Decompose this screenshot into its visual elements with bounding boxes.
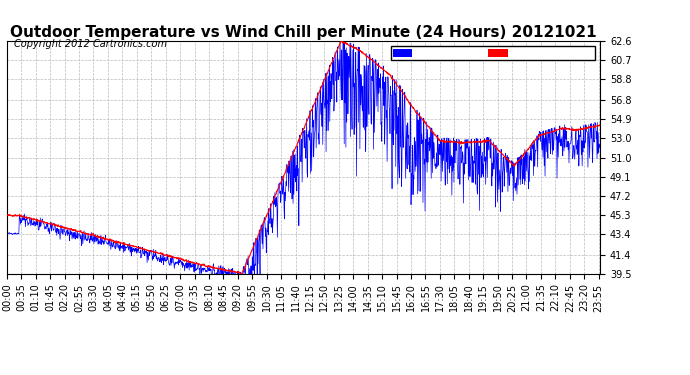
Title: Outdoor Temperature vs Wind Chill per Minute (24 Hours) 20121021: Outdoor Temperature vs Wind Chill per Mi… — [10, 25, 597, 40]
Text: Copyright 2012 Cartronics.com: Copyright 2012 Cartronics.com — [14, 39, 167, 50]
Legend: Wind Chill (°F), Temperature (°F): Wind Chill (°F), Temperature (°F) — [391, 46, 595, 60]
